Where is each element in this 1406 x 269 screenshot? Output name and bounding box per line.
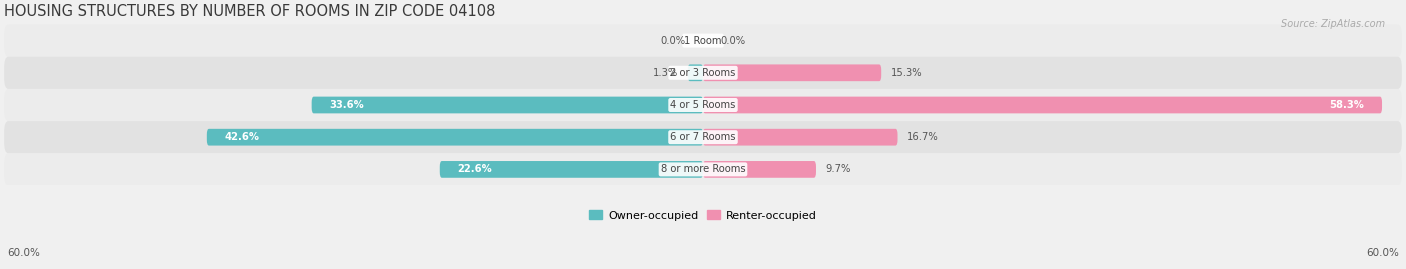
FancyBboxPatch shape — [688, 65, 703, 81]
FancyBboxPatch shape — [440, 161, 703, 178]
Text: 6 or 7 Rooms: 6 or 7 Rooms — [671, 132, 735, 142]
Text: 33.6%: 33.6% — [329, 100, 364, 110]
Text: 1 Room: 1 Room — [685, 36, 721, 46]
FancyBboxPatch shape — [703, 129, 897, 146]
Text: HOUSING STRUCTURES BY NUMBER OF ROOMS IN ZIP CODE 04108: HOUSING STRUCTURES BY NUMBER OF ROOMS IN… — [4, 4, 495, 19]
Text: 0.0%: 0.0% — [720, 36, 745, 46]
Text: 4 or 5 Rooms: 4 or 5 Rooms — [671, 100, 735, 110]
Text: 22.6%: 22.6% — [457, 164, 492, 174]
Legend: Owner-occupied, Renter-occupied: Owner-occupied, Renter-occupied — [585, 206, 821, 225]
FancyBboxPatch shape — [4, 57, 1402, 89]
Text: 9.7%: 9.7% — [825, 164, 851, 174]
Text: 16.7%: 16.7% — [907, 132, 939, 142]
FancyBboxPatch shape — [703, 97, 1382, 113]
Text: 60.0%: 60.0% — [7, 248, 39, 258]
FancyBboxPatch shape — [4, 121, 1402, 153]
Text: 60.0%: 60.0% — [1367, 248, 1399, 258]
FancyBboxPatch shape — [703, 65, 882, 81]
FancyBboxPatch shape — [207, 129, 703, 146]
Text: Source: ZipAtlas.com: Source: ZipAtlas.com — [1281, 19, 1385, 29]
Text: 1.3%: 1.3% — [654, 68, 679, 78]
Text: 2 or 3 Rooms: 2 or 3 Rooms — [671, 68, 735, 78]
FancyBboxPatch shape — [4, 24, 1402, 57]
Text: 15.3%: 15.3% — [890, 68, 922, 78]
Text: 0.0%: 0.0% — [661, 36, 686, 46]
FancyBboxPatch shape — [4, 153, 1402, 186]
Text: 8 or more Rooms: 8 or more Rooms — [661, 164, 745, 174]
Text: 42.6%: 42.6% — [225, 132, 259, 142]
Text: 58.3%: 58.3% — [1330, 100, 1365, 110]
FancyBboxPatch shape — [312, 97, 703, 113]
FancyBboxPatch shape — [4, 89, 1402, 121]
FancyBboxPatch shape — [703, 161, 815, 178]
